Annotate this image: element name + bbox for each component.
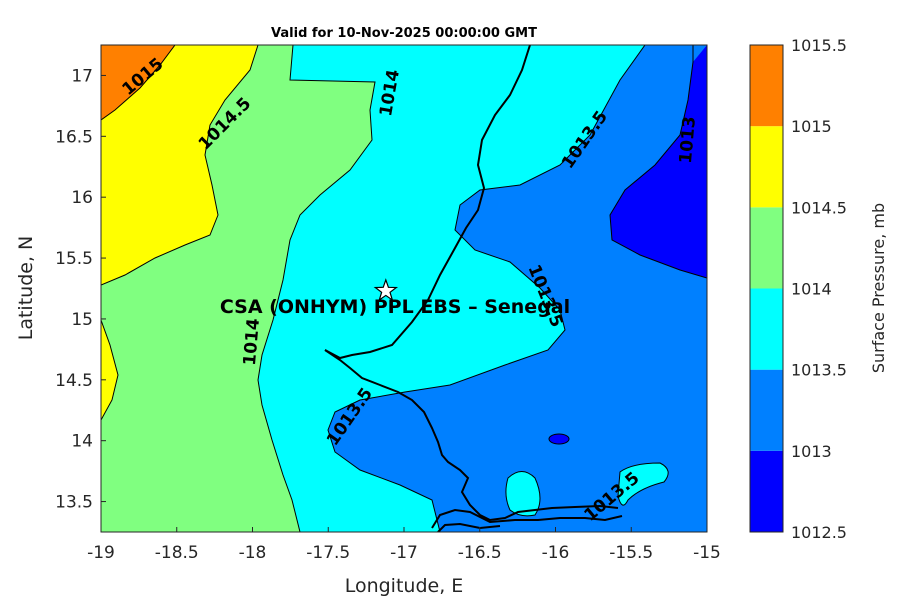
contour-line-1014.5 — [101, 45, 259, 286]
border-gambia — [431, 508, 623, 529]
site-star-icon — [373, 278, 399, 302]
y-tick-label: 17 — [71, 66, 93, 86]
colorbar-tick-label: 1013 — [791, 442, 832, 461]
contour-line-1013.5-island-2 — [617, 462, 669, 506]
site-label: CSA (ONHYM) PPL EBS – Senegal — [220, 296, 570, 318]
contour-lines-layer — [101, 45, 707, 532]
y-tick-label: 14.5 — [55, 371, 93, 391]
coastline-south — [437, 522, 501, 532]
band-1015 — [101, 45, 175, 120]
x-tick-label: -16.5 — [458, 543, 502, 563]
x-tick-label: -15.5 — [609, 543, 653, 563]
band-1013.5-island-1 — [505, 471, 540, 516]
x-axis-ticks: -19 -18.5 -18 -17.5 -17 -16.5 -16 -15.5 -15 — [87, 527, 721, 563]
contour-line-1012.5-spot — [548, 433, 570, 445]
colorbar-tick-label: 1014 — [791, 280, 832, 299]
y-tick-label: 15.5 — [55, 249, 93, 269]
contour-line-1013 — [609, 45, 707, 279]
x-axis-label: Longitude, E — [345, 575, 464, 597]
x-tick-label: -19 — [87, 543, 115, 563]
contour-line-1013.5-island-1 — [505, 471, 541, 517]
colorbar-tick-label: 1015 — [791, 117, 832, 136]
band-1013.5-island-2 — [618, 463, 669, 506]
contour-line-1015 — [101, 45, 176, 121]
y-tick-label: 13.5 — [55, 493, 93, 513]
band-1014.5-southwest — [101, 320, 118, 420]
colorbar-swatch — [750, 126, 783, 208]
x-tick-label: -15 — [693, 543, 721, 563]
y-tick-label: 16 — [71, 188, 93, 208]
contour-line-1014 — [257, 45, 376, 532]
x-tick-label: -17.5 — [306, 543, 350, 563]
border-senegal-mauritania — [324, 45, 531, 360]
x-tick-label: -17 — [390, 543, 418, 563]
colorbar-swatch — [750, 288, 783, 370]
y-axis-label: Latitude, N — [15, 236, 37, 341]
coastline-senegal — [324, 349, 619, 522]
colorbar-swatch — [750, 450, 783, 532]
contour-fill-layer — [101, 45, 707, 532]
colorbar: 1012.5 1013 1013.5 1014 1014.5 1015 1015.5 — [749, 36, 847, 542]
colorbar-tick-label: 1012.5 — [791, 523, 847, 542]
y-tick-label: 16.5 — [55, 127, 93, 147]
y-tick-label: 14 — [71, 432, 93, 452]
colorbar-swatch — [750, 207, 783, 289]
coastline-layer — [324, 45, 623, 532]
colorbar-label: Surface Pressure, mb — [869, 203, 888, 373]
colorbar-tick-label: 1015.5 — [791, 36, 847, 55]
colorbar-tick-label: 1013.5 — [791, 361, 847, 380]
x-tick-label: -16 — [542, 543, 570, 563]
colorbar-tick-label: 1014.5 — [791, 198, 847, 217]
contour-label-1014-south: 1014 — [240, 317, 264, 366]
band-1012.5-spot — [549, 434, 569, 444]
x-tick-label: -18 — [239, 543, 267, 563]
colorbar-frame — [749, 44, 784, 533]
y-axis-ticks: 17 16.5 16 15.5 15 14.5 14 13.5 — [55, 66, 106, 513]
contour-line-1013.5 — [327, 45, 646, 532]
colorbar-swatch — [750, 45, 783, 127]
band-1014.5 — [101, 45, 258, 285]
y-tick-label: 15 — [71, 310, 93, 330]
contour-line-1014.5-sw — [101, 319, 119, 421]
map-title: Valid for 10-Nov-2025 00:00:00 GMT — [271, 26, 537, 41]
contour-label-1013: 1013 — [676, 116, 700, 165]
colorbar-swatch — [750, 369, 783, 451]
x-tick-label: -18.5 — [155, 543, 199, 563]
